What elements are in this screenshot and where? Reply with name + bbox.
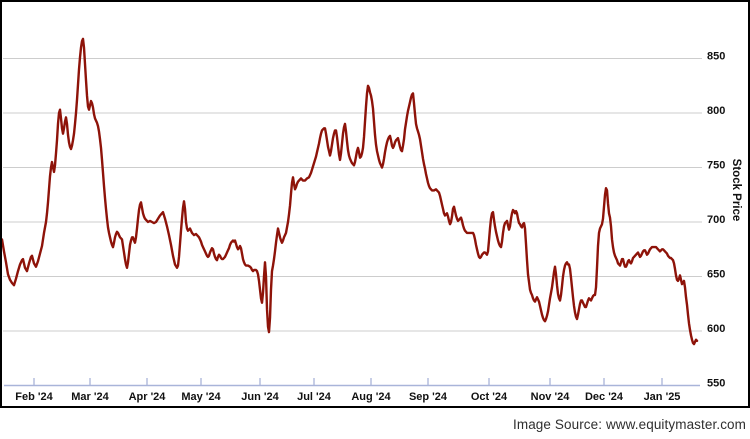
x-tick-label: Aug '24 [351, 391, 391, 403]
y-tick-label: 600 [707, 323, 725, 335]
y-tick-label: 650 [707, 269, 725, 281]
chart-border [0, 0, 750, 408]
x-tick-label: Apr '24 [129, 391, 167, 403]
x-tick-label: Nov '24 [531, 391, 571, 403]
x-tick-label: Jun '24 [241, 391, 279, 403]
x-tick-label: May '24 [181, 391, 221, 403]
x-tick-label: Sep '24 [409, 391, 448, 403]
image-source-credit: Image Source: www.equitymaster.com [513, 417, 746, 432]
stock-price-line-chart: Feb '24 Mar '24 Apr '24 May '24 Jun '24 Jul '… [0, 0, 750, 408]
x-tick-label: Feb '24 [15, 391, 53, 403]
x-tick-label: Oct '24 [471, 391, 508, 403]
y-tick-label: 850 [707, 51, 725, 63]
y-tick-label: 700 [707, 214, 725, 226]
y-tick-label: 550 [707, 378, 725, 390]
y-tick-label: 750 [707, 160, 725, 172]
x-tick-label: Jul '24 [297, 391, 332, 403]
x-tick-label: Dec '24 [585, 391, 624, 403]
x-tick-label: Jan '25 [644, 391, 681, 403]
y-tick-label: 800 [707, 105, 725, 117]
y-axis-title: Stock Price [730, 159, 742, 222]
price-line [0, 37, 699, 346]
x-tick-label: Mar '24 [71, 391, 109, 403]
